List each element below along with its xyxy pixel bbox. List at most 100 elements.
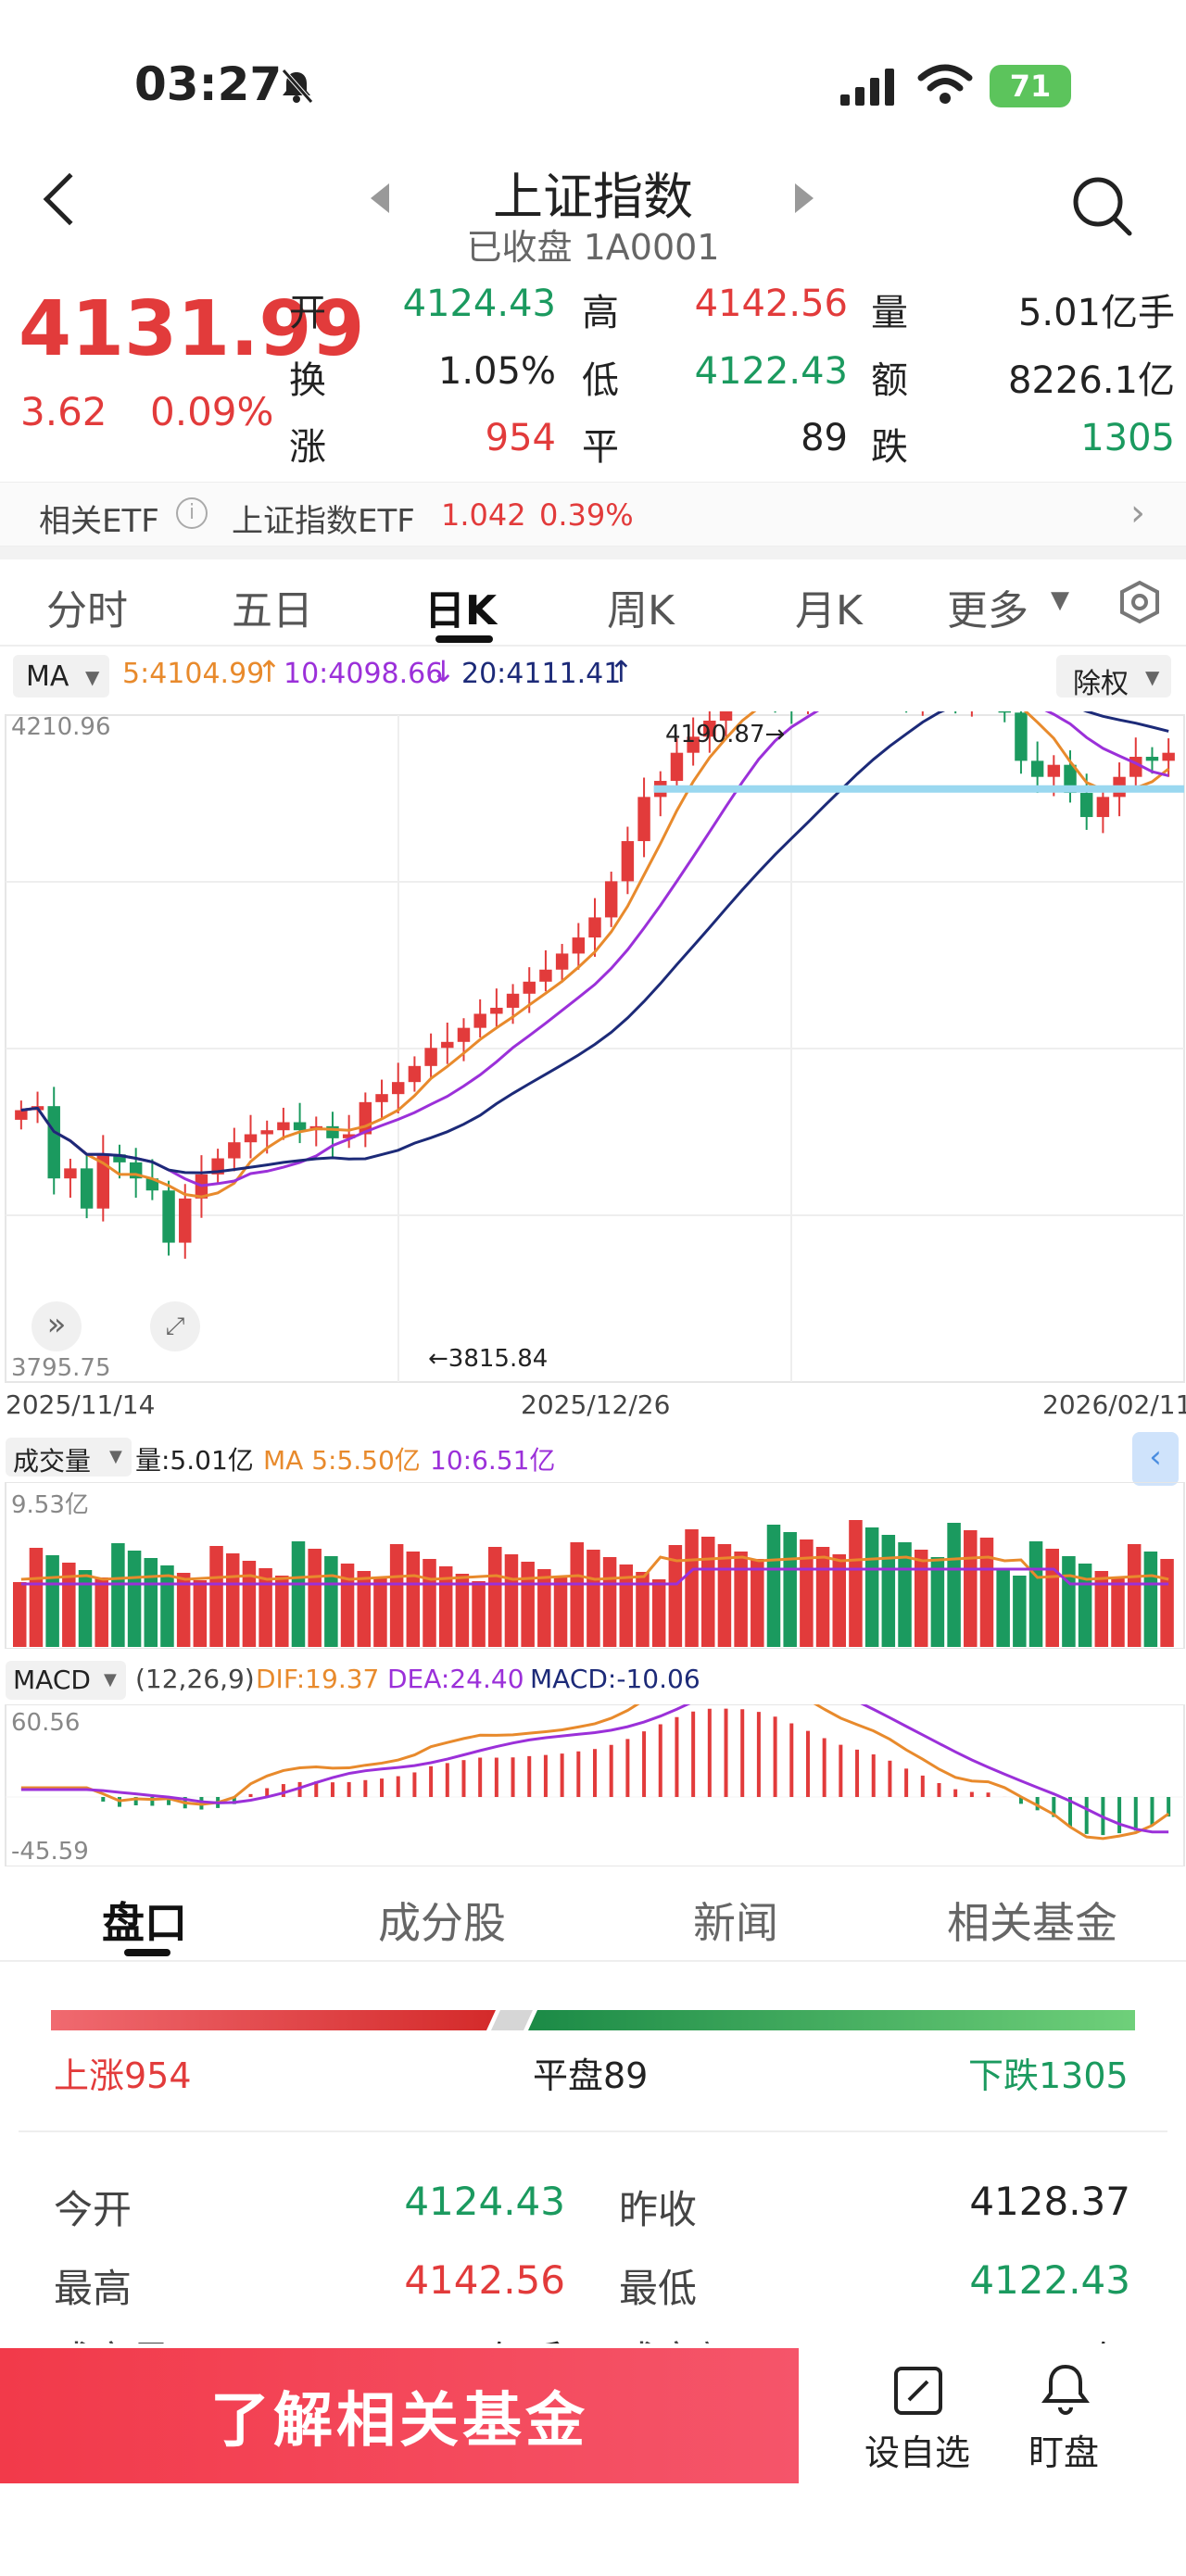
etf-price: 1.042	[441, 497, 526, 533]
volume-bar	[930, 1557, 945, 1647]
prev-index-arrow-icon[interactable]	[371, 183, 389, 213]
status-time: 03:27	[134, 57, 283, 111]
ma20-value: 20:4111.41	[461, 658, 622, 690]
down-count-label: 跌	[871, 426, 908, 469]
detail-tabs: 盘口 成分股 新闻 相关基金	[0, 1880, 1186, 1964]
tab-weekly-k[interactable]: 周K	[607, 587, 675, 635]
candle-body	[96, 1154, 110, 1209]
volume-bar	[1160, 1559, 1174, 1647]
candle-body	[1145, 757, 1159, 761]
tab-daily-k[interactable]: 日K	[424, 587, 498, 635]
volume-bar	[438, 1566, 453, 1647]
ma-selector[interactable]: MA ▼	[13, 655, 109, 697]
volume-bar	[340, 1564, 355, 1647]
volume-bar	[602, 1557, 617, 1647]
high-value: 4142.56	[694, 283, 848, 325]
day-high-value: 4142.56	[404, 2257, 565, 2303]
up-count-label: 涨	[289, 426, 326, 469]
etf-pct: 0.39%	[539, 497, 634, 533]
kline-chart[interactable]	[0, 711, 1186, 1417]
volume-bar	[766, 1525, 781, 1647]
breadth-down: 下跌1305	[968, 2055, 1129, 2096]
k-high-marker: 4190.87→	[665, 721, 786, 748]
candle-body	[539, 969, 552, 982]
high-label: 高	[582, 292, 619, 334]
ma5-line	[20, 711, 1170, 1199]
fullscreen-icon[interactable]: ⤢	[150, 1301, 200, 1351]
candle-body	[719, 711, 733, 721]
settings-hexagon-icon[interactable]	[1117, 579, 1163, 625]
volume-chart[interactable]	[0, 1482, 1186, 1649]
volume-bar	[734, 1552, 748, 1647]
volume-bar	[979, 1538, 994, 1647]
caret-down-icon: ▼	[1051, 586, 1069, 614]
tab-five-day[interactable]: 五日	[232, 587, 313, 635]
volume-bar	[1013, 1576, 1027, 1647]
bell-mute-icon	[282, 69, 313, 104]
volume-bar	[389, 1544, 404, 1647]
candle-body	[1079, 793, 1093, 818]
volume-bar	[308, 1549, 322, 1647]
candle-body	[523, 981, 536, 994]
candle-body	[1096, 797, 1110, 818]
down-count: 1305	[1080, 417, 1175, 459]
k-ymin-label: 3795.75	[11, 1354, 111, 1382]
volume-ma5-line	[20, 1555, 1169, 1581]
tab-related-funds[interactable]: 相关基金	[947, 1898, 1117, 1948]
expand-left-icon[interactable]: »	[32, 1301, 82, 1351]
volume-bar	[275, 1576, 289, 1647]
current-price: 4131.99	[19, 285, 365, 373]
candle-body	[506, 993, 520, 1008]
etf-bar[interactable]: 相关ETF i 上证指数ETF 1.042 0.39% ›	[0, 482, 1186, 547]
candle-body	[555, 953, 569, 970]
macd-chart[interactable]	[0, 1704, 1186, 1866]
candle-body	[228, 1142, 241, 1159]
volume-bar	[176, 1573, 191, 1647]
divider	[0, 645, 1186, 647]
candle-body	[1047, 764, 1061, 777]
today-open-label: 今开	[54, 2187, 132, 2232]
volume-bar	[553, 1577, 568, 1647]
candle-body	[621, 841, 635, 882]
edit-square-icon	[894, 2367, 942, 2415]
candle-body	[441, 1041, 454, 1049]
volume-bar	[127, 1551, 142, 1647]
volume-bar	[291, 1541, 306, 1647]
candle-body	[424, 1048, 437, 1066]
learn-funds-button[interactable]: 了解相关基金	[0, 2348, 799, 2483]
alert-button[interactable]: 盯盘	[1010, 2357, 1121, 2478]
tab-pankou[interactable]: 盘口	[102, 1898, 187, 1948]
tab-more[interactable]: 更多	[947, 587, 1028, 635]
volume-bar	[537, 1569, 551, 1647]
candle-body	[637, 797, 650, 842]
battery-icon: 71	[990, 65, 1071, 107]
collapse-panel-icon[interactable]: ‹	[1132, 1432, 1179, 1486]
prev-close-value: 4128.37	[969, 2179, 1130, 2224]
etf-label: 相关ETF	[39, 503, 159, 540]
divider	[19, 2130, 1167, 2132]
divider	[0, 1960, 1186, 1962]
next-index-arrow-icon[interactable]	[795, 183, 814, 213]
today-open-value: 4124.43	[404, 2179, 565, 2224]
volume-bar	[472, 1581, 486, 1647]
tab-monthly-k[interactable]: 月K	[795, 587, 863, 635]
adjust-selector[interactable]: 除权 ▼	[1056, 655, 1171, 700]
low-label: 低	[582, 359, 619, 402]
caret-down-icon: ▼	[109, 1447, 122, 1466]
volume-bar	[209, 1546, 223, 1647]
add-watchlist-button[interactable]: 设自选	[857, 2357, 978, 2478]
candle-body	[408, 1065, 422, 1083]
tab-timeshare[interactable]: 分时	[46, 587, 128, 635]
volume-bar	[324, 1556, 338, 1647]
info-icon[interactable]: i	[176, 497, 208, 529]
caret-down-icon: ▼	[1145, 666, 1160, 688]
macd-indicator-selector[interactable]: MACD ▼	[6, 1661, 126, 1700]
volume-ma10: 10:6.51亿	[430, 1445, 556, 1476]
tab-constituents[interactable]: 成分股	[378, 1898, 506, 1948]
candle-body	[342, 1134, 356, 1138]
volume-indicator-selector[interactable]: 成交量 ▼	[6, 1438, 132, 1476]
breadth-flat: 平盘89	[533, 2055, 649, 2096]
date-label-end: 2026/02/11	[1042, 1389, 1186, 1420]
tab-news[interactable]: 新闻	[693, 1898, 778, 1948]
search-icon[interactable]	[1070, 174, 1135, 239]
